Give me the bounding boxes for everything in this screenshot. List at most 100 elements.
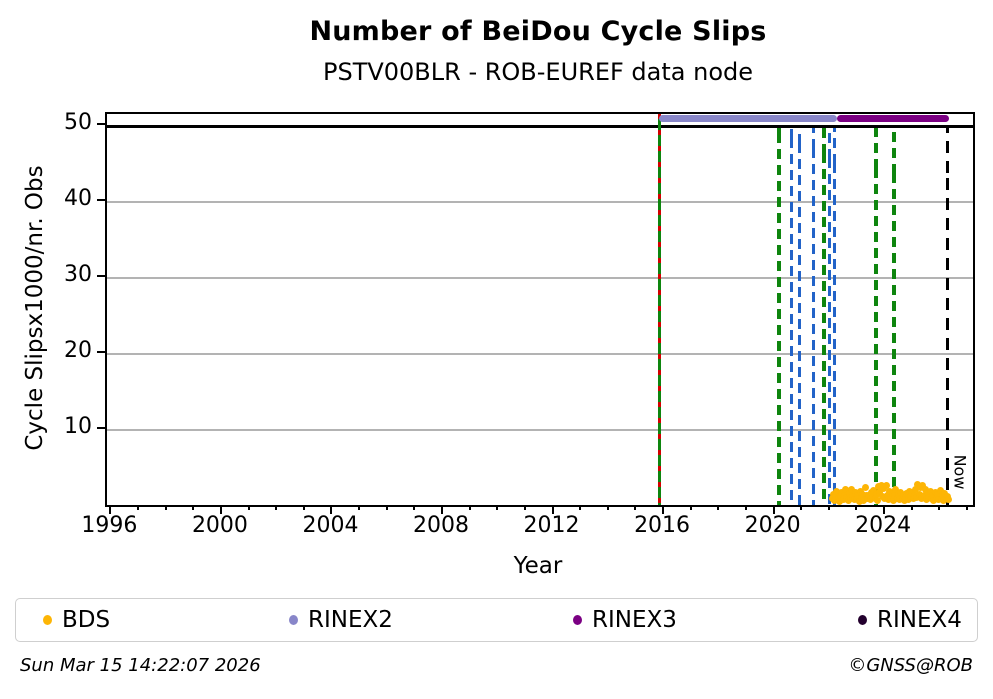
x-tick-label: 2016 (634, 513, 691, 538)
x-major-tick (662, 505, 665, 514)
x-tick-label: 2008 (413, 513, 469, 538)
bds-point (882, 482, 890, 490)
rinex3-marker-icon (573, 615, 582, 625)
rinex2-marker-icon (289, 615, 298, 625)
x-minor-tick (744, 505, 747, 510)
legend-item-rinex4: RINEX4 (858, 599, 962, 641)
y-axis-label: Cycle Slipsx1000/nr. Obs (22, 165, 48, 451)
x-minor-tick (827, 505, 830, 510)
bds-point (930, 496, 938, 504)
y-major-tick (97, 275, 105, 278)
x-minor-tick (302, 505, 305, 510)
bds-point (872, 490, 880, 498)
credit: ©GNSS@ROB (848, 655, 973, 676)
x-minor-tick (855, 505, 858, 510)
x-major-tick (330, 505, 333, 514)
bds-point (892, 486, 900, 494)
event-line-green (777, 128, 782, 505)
grid-line (107, 277, 973, 280)
x-minor-tick (579, 505, 582, 510)
bds-point (909, 495, 917, 503)
x-major-tick (109, 505, 112, 514)
bds-point (831, 496, 839, 504)
bds-point (876, 488, 884, 496)
x-tick-label: 2020 (744, 513, 801, 538)
x-tick-label: 2012 (523, 513, 580, 538)
x-minor-tick (164, 505, 167, 510)
plot-area: Now (105, 112, 975, 507)
bds-point (926, 487, 934, 495)
y-tick-label: 50 (64, 110, 92, 136)
y-tick-label: 30 (64, 262, 92, 288)
x-minor-tick (247, 505, 250, 510)
bds-point (918, 495, 926, 503)
legend: BDS RINEX2 RINEX3 RINEX4 (15, 598, 978, 642)
legend-item-bds: BDS (43, 599, 110, 641)
event-line-green (892, 128, 897, 505)
timestamp: Sun Mar 15 14:22:07 2026 (20, 655, 261, 676)
bds-point (921, 485, 929, 493)
chart-subtitle: PSTV00BLR - ROB-EUREF data node (322, 58, 754, 86)
y-major-tick (97, 123, 105, 126)
event-line-blue (828, 128, 832, 505)
bds-point (945, 496, 953, 504)
legend-label: RINEX2 (308, 607, 393, 633)
bds-point (873, 496, 881, 504)
bds-point (920, 492, 928, 500)
x-minor-tick (413, 505, 416, 510)
legend-label: BDS (62, 607, 111, 633)
series-line-rinex2 (658, 115, 837, 123)
x-minor-tick (689, 505, 692, 510)
bds-point (861, 484, 869, 491)
chart-title: Number of BeiDou Cycle Slips (309, 16, 767, 47)
legend-label: RINEX3 (592, 607, 677, 633)
x-tick-label: 2024 (855, 513, 912, 538)
bds-point (838, 488, 846, 496)
event-line-blue (790, 128, 793, 505)
bds-point (839, 496, 847, 504)
series-line-rinex3 (836, 115, 949, 123)
y-major-tick (97, 427, 105, 430)
bds-point (845, 490, 853, 498)
x-minor-tick (192, 505, 195, 510)
x-minor-tick (137, 505, 140, 510)
x-axis-label: Year (513, 553, 563, 579)
x-major-tick (441, 505, 443, 514)
event-line-green (874, 128, 878, 505)
x-minor-tick (634, 505, 637, 510)
legend-label: RINEX4 (877, 607, 962, 633)
x-minor-tick (468, 505, 471, 510)
bds-point (936, 487, 944, 495)
x-tick-label: 1996 (81, 513, 138, 538)
x-minor-tick (275, 505, 278, 510)
y-tick-label: 20 (64, 338, 92, 364)
event-line-green (658, 114, 662, 505)
x-minor-tick (606, 505, 609, 510)
legend-item-rinex3: RINEX3 (573, 599, 677, 641)
bds-point (855, 497, 863, 505)
event-line-black-now (946, 128, 950, 505)
x-minor-tick (496, 505, 499, 510)
y-tick-label: 40 (64, 186, 92, 212)
y-major-tick (97, 199, 105, 202)
x-major-tick (551, 505, 554, 514)
bds-point (915, 490, 923, 498)
bds-point (860, 496, 868, 504)
x-minor-tick (800, 505, 803, 510)
grid-line (107, 201, 973, 204)
event-line-green (822, 128, 827, 505)
x-tick-label: 2000 (191, 513, 248, 538)
grid-line (107, 429, 973, 432)
x-major-tick (772, 505, 775, 514)
event-line-blue (812, 128, 816, 505)
x-major-tick (883, 505, 886, 514)
bds-point (835, 497, 843, 505)
x-minor-tick (938, 505, 941, 510)
rinex4-marker-icon (858, 615, 867, 625)
event-line-blue (798, 128, 802, 505)
event-line-red-overlay (658, 114, 662, 505)
bds-point (912, 486, 919, 494)
bds-point (833, 487, 841, 495)
x-minor-tick (358, 505, 361, 510)
